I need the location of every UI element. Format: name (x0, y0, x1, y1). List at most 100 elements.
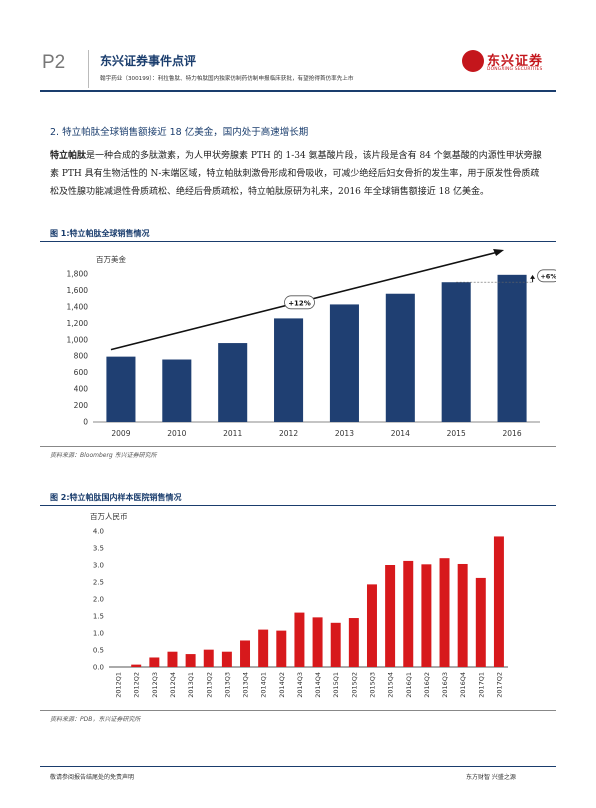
chart1-annotation-yoy: +6% (540, 272, 556, 280)
paragraph-text: 是一种合成的多肽激素，为人甲状旁腺素 PTH 的 1-34 氨基酸片段，该片段是… (50, 151, 542, 197)
page-number: P2 (42, 52, 66, 73)
report-subtitle: 翰宇药业（300199）：利拉鲁肽、特力帕肽国内独家仿制药仿制申报临床获批，有望… (100, 76, 354, 82)
body-paragraph: 特立帕肽是一种合成的多肽激素，为人甲状旁腺素 PTH 的 1-34 氨基酸片段，… (50, 147, 548, 201)
figure2-title: 图 2:特立帕肽国内样本医院销售情况 (50, 493, 182, 502)
footer-disclaimer: 敬请参阅报告结尾处的免责声明 (50, 774, 135, 781)
chart1-ylabel: 百万美金 (96, 254, 126, 264)
chart2-xtick-label: 2016Q1 (405, 672, 413, 698)
chart1-bar (329, 304, 359, 422)
chart2-xtick-label: 2015Q4 (387, 672, 395, 698)
chart2-bar (294, 612, 305, 667)
chart1-ytick-label: 200 (74, 401, 89, 410)
logo-en: DONGXING SECURITIES (487, 67, 543, 72)
chart1-annotation-badge (284, 295, 315, 310)
chart2-ytick-label: 4.0 (93, 528, 104, 536)
chart1-ytick-label: 1,400 (67, 302, 89, 311)
chart2-xtick-label: 2015Q1 (332, 672, 340, 698)
chart1-ytick-label: 1,600 (67, 286, 89, 295)
chart2-xtick-label: 2017Q1 (477, 672, 485, 698)
chart1-growth-badge (537, 269, 556, 283)
logo-cn: 东兴证券 (487, 54, 544, 69)
chart2-xtick-label: 2012Q2 (133, 672, 141, 698)
chart1-xtick-label: 2011 (223, 429, 242, 438)
chart2-bar (493, 536, 504, 667)
figure1-source: 资料来源：Bloomberg 东兴证券研究所 (50, 452, 157, 459)
chart1-xtick-label: 2010 (167, 429, 186, 438)
footer-rule (40, 766, 556, 767)
chart1: 百万美金 0 200 400 600 800 1,000 1,200 1,400 1,600 1,8… (67, 249, 556, 438)
chart1-bar (385, 293, 415, 422)
chart2-bar (312, 617, 323, 667)
section-heading: 2. 特立帕肽全球销售额接近 18 亿美金，国内处于高速增长期 (50, 127, 309, 138)
chart2-xtick-label: 2013Q2 (205, 672, 213, 698)
header-divider (88, 50, 89, 88)
chart2-xtick-label: 2016Q3 (441, 672, 449, 698)
chart2-xtick-label: 2014Q2 (278, 672, 286, 698)
chart1-ytick-label: 0 (83, 418, 88, 427)
report-type: 东兴证券事件点评 (100, 54, 197, 68)
header-rule (40, 90, 556, 92)
chart1-annotation-cagr: +12% (288, 299, 311, 307)
figure1-rule (40, 241, 556, 242)
chart1-bar (106, 356, 136, 422)
chart2-bar (276, 630, 287, 667)
chart2: 百万人民币 0.0 0.5 1.0 1.5 2.0 2.5 3.0 3.5 4.0 2012Q1 20… (90, 512, 508, 698)
chart2-xtick-label: 2014Q4 (314, 672, 322, 698)
chart2-xtick-label: 2016Q2 (423, 672, 431, 698)
chart1-xtick-label: 2012 (279, 429, 298, 438)
chart2-bar (258, 629, 269, 667)
chart2-xtick-label: 2015Q3 (368, 672, 376, 698)
chart2-bar (421, 564, 432, 667)
chart1-bar (497, 274, 527, 422)
chart2-bar (240, 640, 251, 667)
chart2-bar (366, 584, 377, 667)
chart2-xtick-label: 2012Q4 (169, 672, 177, 698)
chart2-bar (475, 577, 486, 667)
chart2-xtick-label: 2014Q3 (296, 672, 304, 698)
chart2-bar (203, 649, 214, 667)
chart2-ytick-label: 0.5 (93, 647, 104, 655)
chart2-xtick-label: 2016Q4 (459, 672, 467, 698)
chart2-ytick-label: 3.0 (93, 562, 104, 570)
chart1-xtick-label: 2015 (447, 429, 466, 438)
chart2-bar (131, 664, 142, 667)
chart2-ytick-label: 3.5 (93, 545, 104, 553)
chart2-xtick-label: 2013Q1 (187, 672, 195, 698)
chart2-xtick-label: 2012Q1 (115, 672, 123, 698)
chart2-ytick-label: 2.5 (93, 579, 104, 587)
paragraph-bold-term: 特立帕肽 (50, 151, 87, 161)
chart1-bar (218, 343, 248, 422)
chart2-xtick-label: 2015Q2 (350, 672, 358, 698)
figure1-title: 图 1:特立帕肽全球销售情况 (50, 229, 150, 238)
chart2-xtick-label: 2013Q3 (223, 672, 231, 698)
chart2-bar (403, 560, 414, 667)
chart2-bar (185, 654, 196, 667)
chart2-bar (385, 565, 396, 667)
chart1-growth-arrowhead (530, 274, 536, 279)
chart1-ytick-label: 1,200 (67, 319, 89, 328)
chart1-ytick-label: 600 (74, 368, 89, 377)
chart1-ytick-label: 800 (74, 352, 89, 361)
chart2-xtick-label: 2013Q4 (242, 672, 250, 698)
figure1-source-rule (40, 446, 556, 447)
chart2-bar (457, 563, 468, 667)
chart2-bar (167, 651, 178, 667)
chart2-bar (348, 618, 359, 667)
chart2-ytick-label: 2.0 (93, 596, 104, 604)
chart1-bar (441, 282, 471, 422)
chart2-ytick-label: 1.0 (93, 630, 104, 638)
chart2-ytick-label: 0.0 (93, 664, 104, 672)
chart2-ylabel: 百万人民币 (90, 512, 128, 521)
figure2-source: 资料来源：PDB，东兴证券研究所 (50, 716, 141, 723)
figure2-source-rule (40, 710, 556, 711)
chart1-bar (162, 359, 192, 422)
footer-slogan: 东方财智 兴盛之源 (466, 774, 516, 781)
chart1-xtick-label: 2009 (111, 429, 130, 438)
chart2-ytick-label: 1.5 (93, 613, 104, 621)
chart1-xtick-label: 2016 (503, 429, 522, 438)
chart2-xtick-label: 2012Q3 (151, 672, 159, 698)
logo-icon (462, 50, 484, 72)
chart1-ytick-label: 400 (74, 385, 89, 394)
chart1-xtick-label: 2014 (391, 429, 410, 438)
chart1-trend-arrowhead (493, 249, 505, 256)
